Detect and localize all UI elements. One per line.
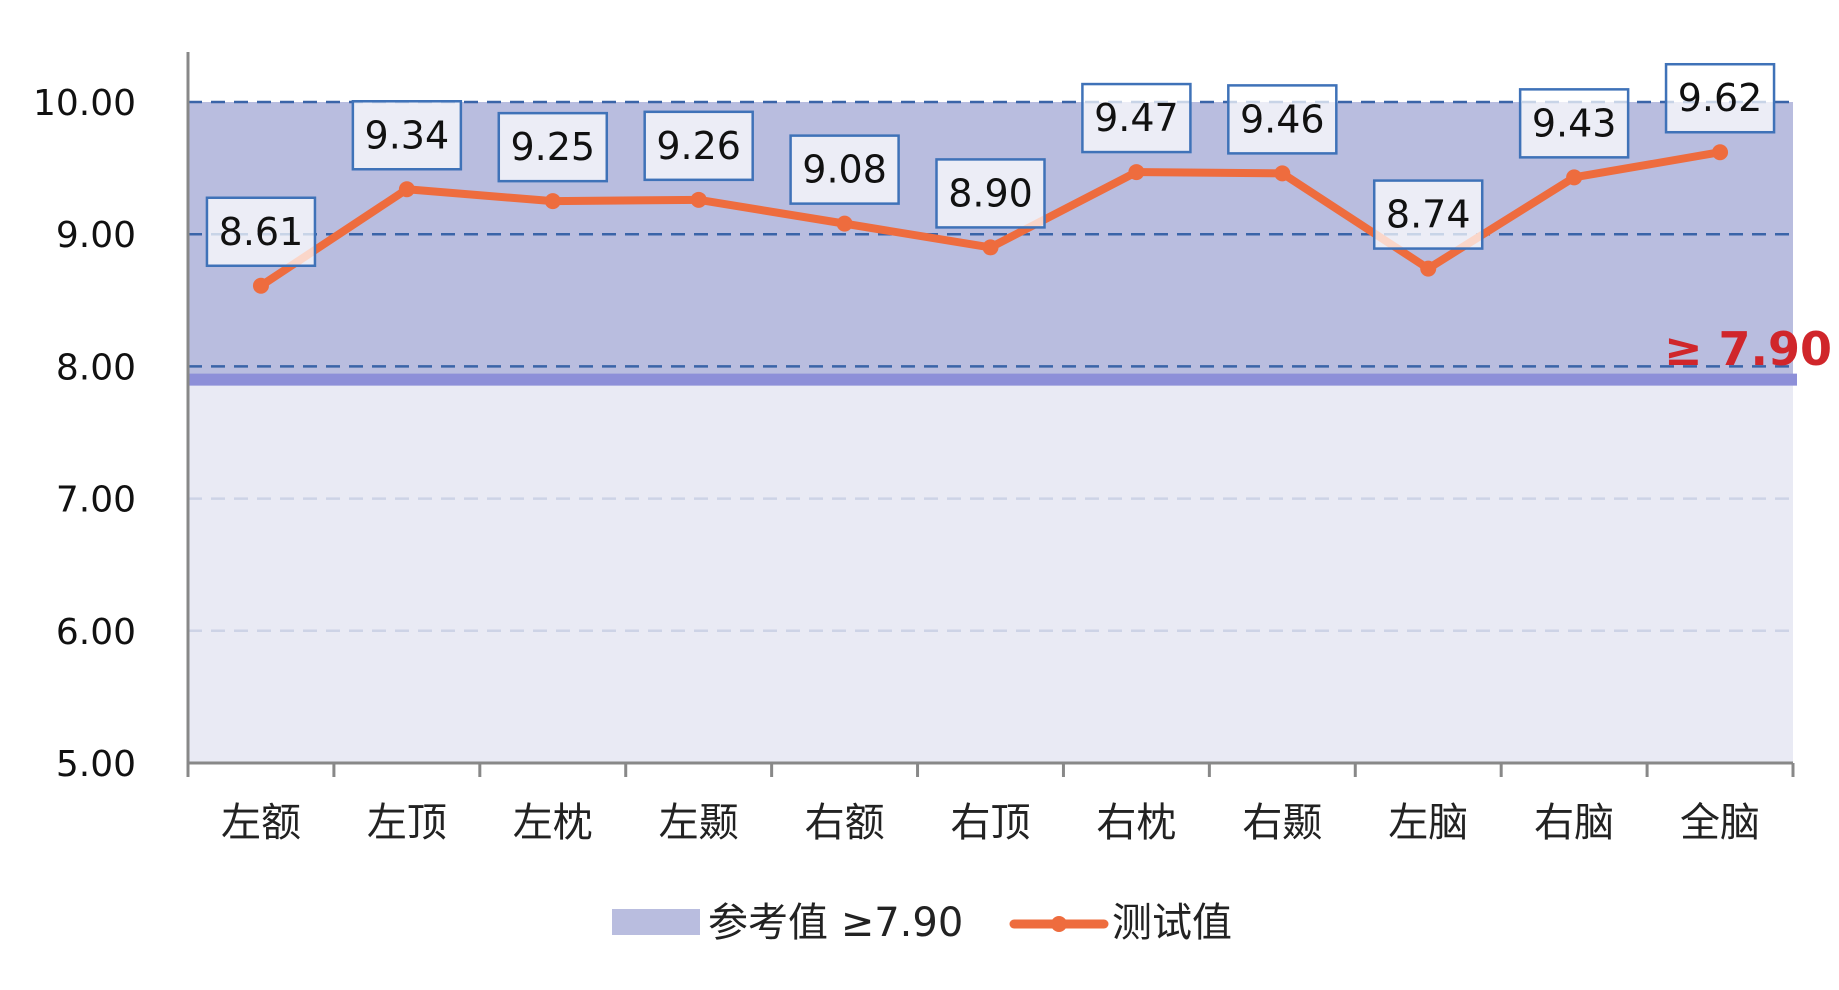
axes bbox=[186, 52, 1795, 777]
x-tick-label: 右额 bbox=[805, 800, 885, 846]
data-label: 9.43 bbox=[1518, 88, 1630, 159]
data-label-text: 9.43 bbox=[1532, 101, 1617, 145]
data-label-text: 8.61 bbox=[219, 210, 304, 254]
data-label-text: 8.90 bbox=[948, 171, 1033, 215]
data-point bbox=[252, 277, 269, 294]
data-point bbox=[836, 215, 853, 232]
data-label: 9.62 bbox=[1664, 62, 1776, 134]
x-tick-label: 左颞 bbox=[659, 800, 739, 846]
reference-annotation: ≥ 7.90 bbox=[1664, 322, 1832, 376]
data-point bbox=[398, 181, 415, 198]
x-tick-label: 右枕 bbox=[1096, 800, 1176, 846]
data-label-box bbox=[643, 110, 754, 182]
legend-series-label: 测试值 bbox=[1112, 900, 1232, 946]
data-label: 9.47 bbox=[1081, 82, 1192, 154]
data-label-text: 8.74 bbox=[1386, 193, 1471, 237]
data-point bbox=[1128, 164, 1145, 181]
legend-reference-swatch bbox=[612, 909, 700, 935]
x-tick-label: 右颞 bbox=[1242, 800, 1322, 846]
data-point bbox=[982, 239, 999, 256]
legend-reference-label: 参考值 ≥7.90 bbox=[708, 900, 963, 946]
data-label: 8.61 bbox=[205, 196, 317, 268]
data-point bbox=[690, 191, 707, 208]
data-label-box bbox=[1664, 62, 1776, 134]
data-label: 9.26 bbox=[643, 110, 754, 182]
data-label: 9.46 bbox=[1227, 84, 1338, 155]
data-label-box bbox=[935, 158, 1046, 229]
data-label-box bbox=[1518, 88, 1630, 159]
x-tick-label: 左额 bbox=[221, 800, 301, 846]
data-point bbox=[1420, 260, 1437, 277]
data-label-box bbox=[1372, 179, 1484, 250]
x-tick-label: 右顶 bbox=[951, 800, 1031, 846]
x-tick-label: 全脑 bbox=[1680, 800, 1760, 846]
data-label-text: 9.26 bbox=[656, 124, 741, 168]
y-tick-label: 10.00 bbox=[33, 83, 136, 124]
data-label: 9.34 bbox=[351, 100, 463, 171]
x-axis-ticks: 左额 左顶 左枕 左颞 右额 右顶 右枕 右颞 左脑 右脑 全脑 bbox=[221, 800, 1760, 846]
data-label-box bbox=[1227, 84, 1338, 155]
data-point bbox=[1566, 169, 1583, 186]
data-point bbox=[1712, 144, 1729, 161]
data-label: 8.74 bbox=[1372, 179, 1484, 250]
legend-series-marker bbox=[1051, 916, 1067, 932]
data-label-text: 9.47 bbox=[1094, 96, 1179, 140]
data-point bbox=[544, 193, 561, 210]
y-tick-label: 8.00 bbox=[56, 347, 136, 388]
data-label-box bbox=[789, 134, 900, 205]
data-label-text: 9.34 bbox=[365, 113, 450, 157]
x-tick-label: 左顶 bbox=[367, 800, 447, 846]
x-tick-label: 左脑 bbox=[1388, 800, 1468, 846]
data-label-text: 9.62 bbox=[1678, 76, 1763, 120]
data-label-box bbox=[1081, 82, 1192, 154]
x-tick-label: 右脑 bbox=[1534, 800, 1614, 846]
y-axis-ticks: 5.00 6.00 7.00 8.00 9.00 10.00 bbox=[33, 83, 136, 785]
data-label-box bbox=[351, 100, 463, 171]
data-label: 9.25 bbox=[497, 111, 609, 183]
data-label-text: 9.08 bbox=[802, 148, 887, 192]
data-label: 9.08 bbox=[789, 134, 900, 205]
data-point bbox=[1274, 165, 1291, 182]
y-tick-label: 9.00 bbox=[56, 215, 136, 256]
y-tick-label: 6.00 bbox=[56, 612, 136, 653]
data-label: 8.90 bbox=[935, 158, 1046, 229]
x-tick-label: 左枕 bbox=[513, 800, 593, 846]
data-label-text: 9.25 bbox=[510, 125, 595, 169]
y-tick-label: 5.00 bbox=[56, 744, 136, 785]
data-labels: 8.61 9.34 9.25 9.26 9.08 8.90 9.47 9.46 8.74 9.43… bbox=[205, 62, 1776, 268]
data-label-box bbox=[497, 111, 609, 183]
data-label-text: 9.46 bbox=[1240, 97, 1325, 141]
y-tick-label: 7.00 bbox=[56, 480, 136, 521]
legend: 参考值 ≥7.90 测试值 bbox=[612, 900, 1232, 946]
data-label-box bbox=[205, 196, 317, 268]
